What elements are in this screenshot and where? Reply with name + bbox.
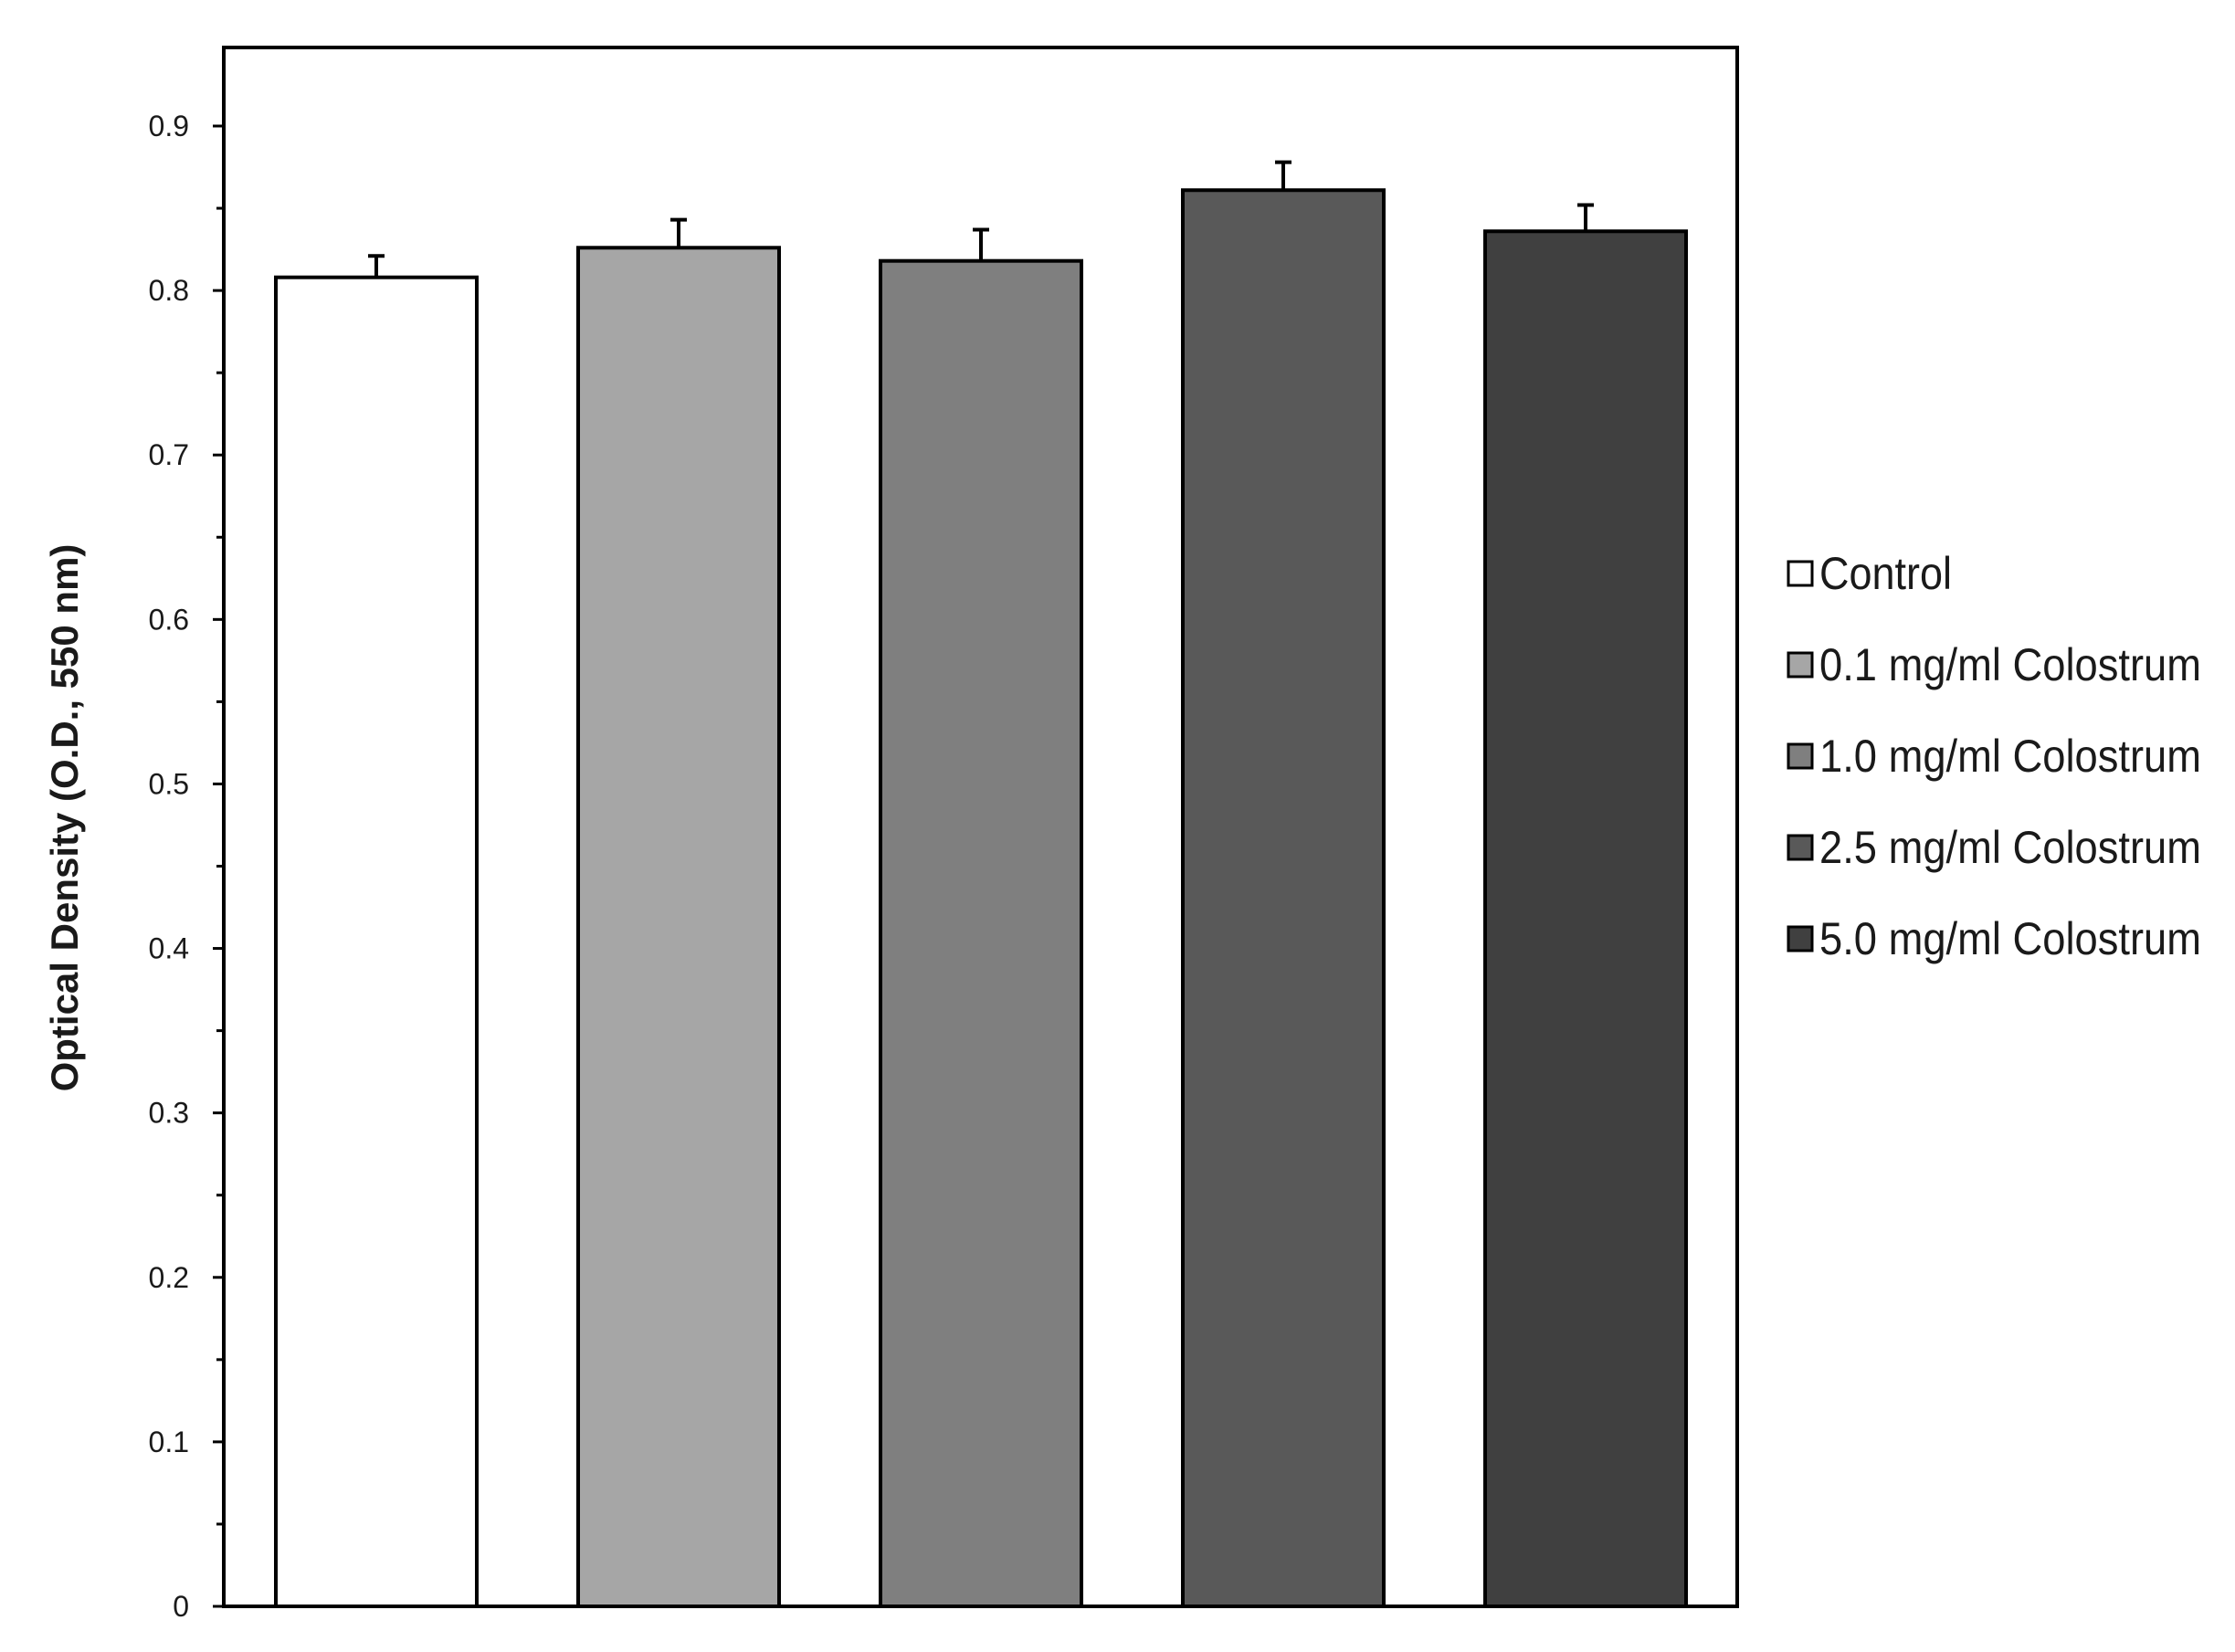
y-tick-label: 0.7 xyxy=(149,438,189,471)
bar-2 xyxy=(576,246,781,1608)
y-axis-label: Optical Density (O.D., 550 nm) xyxy=(43,544,86,1092)
bar-3 xyxy=(879,258,1083,1608)
legend-label-5: 5.0 mg/ml Colostrum xyxy=(1819,913,2201,964)
legend-swatch-5 xyxy=(1787,925,1814,952)
legend-swatch-1 xyxy=(1787,560,1814,587)
y-tick-label: 0 xyxy=(173,1590,189,1623)
legend-swatch-3 xyxy=(1787,742,1814,770)
bar-4 xyxy=(1181,188,1386,1609)
legend-swatch-4 xyxy=(1787,834,1814,861)
y-tick-label: 0.4 xyxy=(149,932,189,965)
legend-label-1: Control xyxy=(1819,548,1952,599)
y-tick-label: 0.3 xyxy=(149,1097,189,1130)
bar-1 xyxy=(274,275,479,1608)
legend-label-4: 2.5 mg/ml Colostrum xyxy=(1819,822,2201,873)
y-tick-label: 0.8 xyxy=(149,274,189,307)
y-tick-label: 0.5 xyxy=(149,767,189,800)
y-tick-label: 0.2 xyxy=(149,1261,189,1294)
legend-label-3: 1.0 mg/ml Colostrum xyxy=(1819,731,2201,782)
y-tick-label: 0.1 xyxy=(149,1426,189,1458)
y-tick-label: 0.9 xyxy=(149,110,189,142)
y-tick-label: 0.6 xyxy=(149,603,189,636)
bar-5 xyxy=(1483,229,1688,1608)
legend-label-2: 0.1 mg/ml Colostrum xyxy=(1819,639,2201,690)
legend-swatch-2 xyxy=(1787,651,1814,679)
